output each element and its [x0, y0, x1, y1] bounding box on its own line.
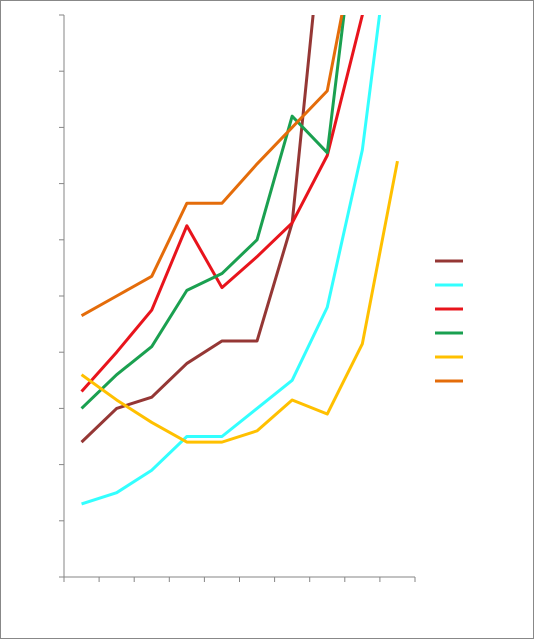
series-line [80, 15, 364, 393]
series-line [80, 15, 315, 444]
series-line [80, 15, 346, 410]
plot-area [80, 15, 399, 506]
series-line [81, 15, 382, 506]
series-line [80, 160, 399, 444]
series-line [80, 15, 344, 317]
